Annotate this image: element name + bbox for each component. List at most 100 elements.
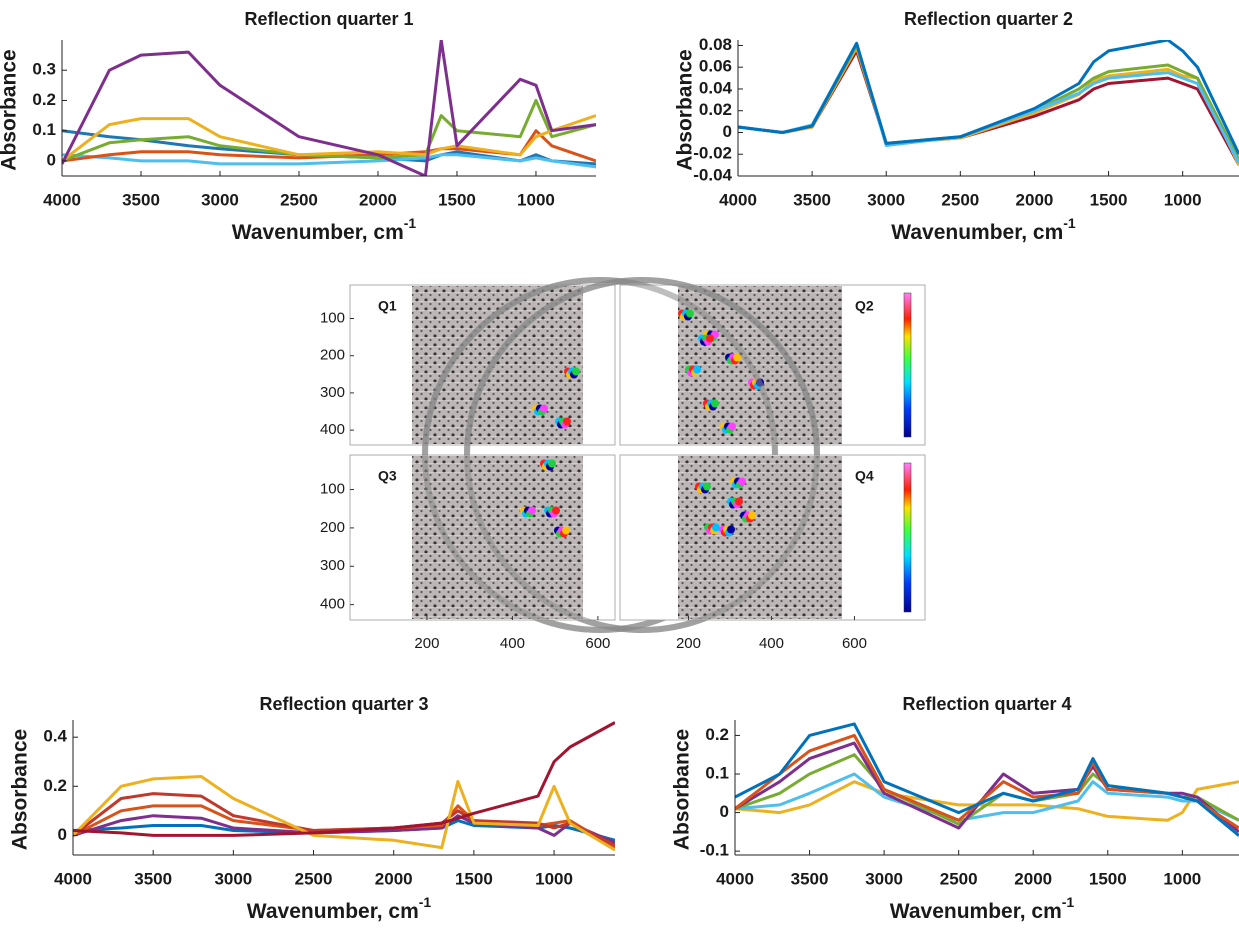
x-tick-label: 200 — [676, 635, 701, 652]
y-tick-label: -0.02 — [693, 144, 732, 163]
y-tick-label: 0.06 — [699, 57, 732, 76]
y-tick-label: 0.1 — [32, 120, 56, 139]
x-tick-label: 3500 — [791, 869, 829, 888]
x-axis-label: Wavenumber, cm-1 — [890, 894, 1075, 923]
x-tick-label: 1500 — [438, 190, 476, 209]
hyperspectral-spot — [563, 417, 571, 426]
x-tick-label: 1000 — [1163, 869, 1201, 888]
y-tick-label: 0.08 — [699, 35, 732, 54]
y-tick-label: 0 — [58, 825, 67, 844]
series-line — [62, 153, 596, 169]
x-tick-label: 1000 — [1164, 190, 1202, 209]
series-line — [738, 43, 1239, 161]
series-line — [738, 49, 1239, 166]
y-tick-label: 0 — [47, 150, 56, 169]
x-axis-label: Wavenumber, cm-1 — [232, 215, 417, 244]
chart-title: Reflection quarter 1 — [244, 9, 413, 29]
y-tick-label: 0 — [720, 802, 729, 821]
x-tick-label: 600 — [842, 635, 867, 652]
x-tick-label: 400 — [500, 635, 525, 652]
y-tick-label: 0.2 — [43, 776, 67, 795]
y-tick-label: 100 — [320, 309, 345, 326]
series-line — [62, 98, 596, 163]
series-line — [738, 41, 1239, 164]
series-line — [73, 775, 615, 852]
x-tick-label: 3500 — [122, 190, 160, 209]
hyperspectral-spot — [693, 365, 701, 374]
x-tick-label: 200 — [414, 635, 439, 652]
chart-title: Reflection quarter 4 — [902, 694, 1071, 714]
x-axis-label-superscript: -1 — [1063, 215, 1076, 231]
y-tick-label: 200 — [320, 347, 345, 364]
colorbar — [903, 462, 912, 613]
plot-lines — [735, 722, 1239, 837]
y-tick-label: 200 — [320, 519, 345, 536]
well-edge — [467, 280, 817, 630]
plot-lines — [738, 40, 1239, 166]
x-tick-label: 2500 — [940, 869, 978, 888]
y-tick-label: 0.04 — [699, 78, 733, 97]
series-line — [73, 721, 615, 837]
x-tick-label: 2500 — [941, 190, 979, 209]
hyperspectral-spot — [735, 497, 743, 506]
chart-title: Reflection quarter 3 — [259, 694, 428, 714]
x-tick-label: 4000 — [716, 869, 754, 888]
series-line — [735, 780, 1239, 822]
x-axis-label-text: Wavenumber, cm — [891, 221, 1063, 244]
x-tick-label: 2500 — [280, 190, 318, 209]
series-line — [73, 814, 615, 845]
x-tick-label: 4000 — [719, 190, 757, 209]
hyperspectral-spot — [562, 526, 570, 535]
y-tick-label: 0.3 — [32, 60, 56, 79]
x-tick-label: 400 — [759, 635, 784, 652]
x-tick-label: 1500 — [1090, 190, 1128, 209]
x-axis-label-superscript: -1 — [1062, 894, 1075, 910]
panel-label: Q4 — [855, 468, 874, 484]
panel-label: Q3 — [378, 468, 397, 484]
x-tick-label: 2000 — [1014, 869, 1052, 888]
hyperspectral-spot — [728, 422, 736, 431]
x-axis-label-text: Wavenumber, cm — [232, 221, 404, 244]
series-line — [735, 772, 1239, 822]
x-axis-label: Wavenumber, cm-1 — [891, 215, 1076, 244]
x-tick-label: 1000 — [517, 190, 555, 209]
chart-title: Reflection quarter 2 — [904, 9, 1073, 29]
series-line — [62, 114, 596, 163]
hyperspectral-spot — [548, 459, 556, 468]
hyperspectral-spot — [748, 511, 756, 520]
hyperspectral-spot — [540, 404, 548, 413]
x-tick-label: 1500 — [1089, 869, 1127, 888]
x-tick-label: 4000 — [54, 869, 92, 888]
y-tick-label: -0.1 — [700, 841, 729, 860]
hyperspectral-spot — [733, 353, 741, 362]
panel-label: Q2 — [855, 298, 874, 314]
microscope-image — [412, 456, 583, 619]
colorbar — [903, 292, 912, 438]
x-tick-label: 2500 — [295, 869, 333, 888]
series-line — [735, 753, 1239, 826]
x-tick-label: 1000 — [535, 869, 573, 888]
x-axis-label: Wavenumber, cm-1 — [247, 894, 432, 923]
hyperspectral-spot — [711, 399, 719, 408]
hyperspectral-spot — [703, 482, 711, 491]
hyperspectral-spot — [738, 477, 746, 486]
x-tick-label: 3500 — [793, 190, 831, 209]
y-tick-label: 400 — [320, 596, 345, 613]
y-tick-label: 0.2 — [705, 725, 729, 744]
x-tick-label: 3000 — [201, 190, 239, 209]
y-axis-label: Absorbance — [671, 729, 694, 850]
x-tick-label: 2000 — [1016, 190, 1054, 209]
series-line — [62, 40, 596, 176]
x-axis-label-text: Wavenumber, cm — [890, 900, 1062, 923]
series-line — [735, 741, 1239, 834]
x-tick-label: 600 — [585, 635, 610, 652]
y-tick-label: 400 — [320, 421, 345, 438]
y-tick-label: 0.2 — [32, 90, 56, 109]
hyperspectral-spot — [528, 506, 536, 515]
hyperspectral-spot — [706, 334, 714, 343]
x-tick-label: 3000 — [865, 869, 903, 888]
series-line — [738, 40, 1239, 155]
y-axis-label: Absorbance — [9, 729, 32, 850]
hyperspectral-spot — [686, 309, 694, 318]
